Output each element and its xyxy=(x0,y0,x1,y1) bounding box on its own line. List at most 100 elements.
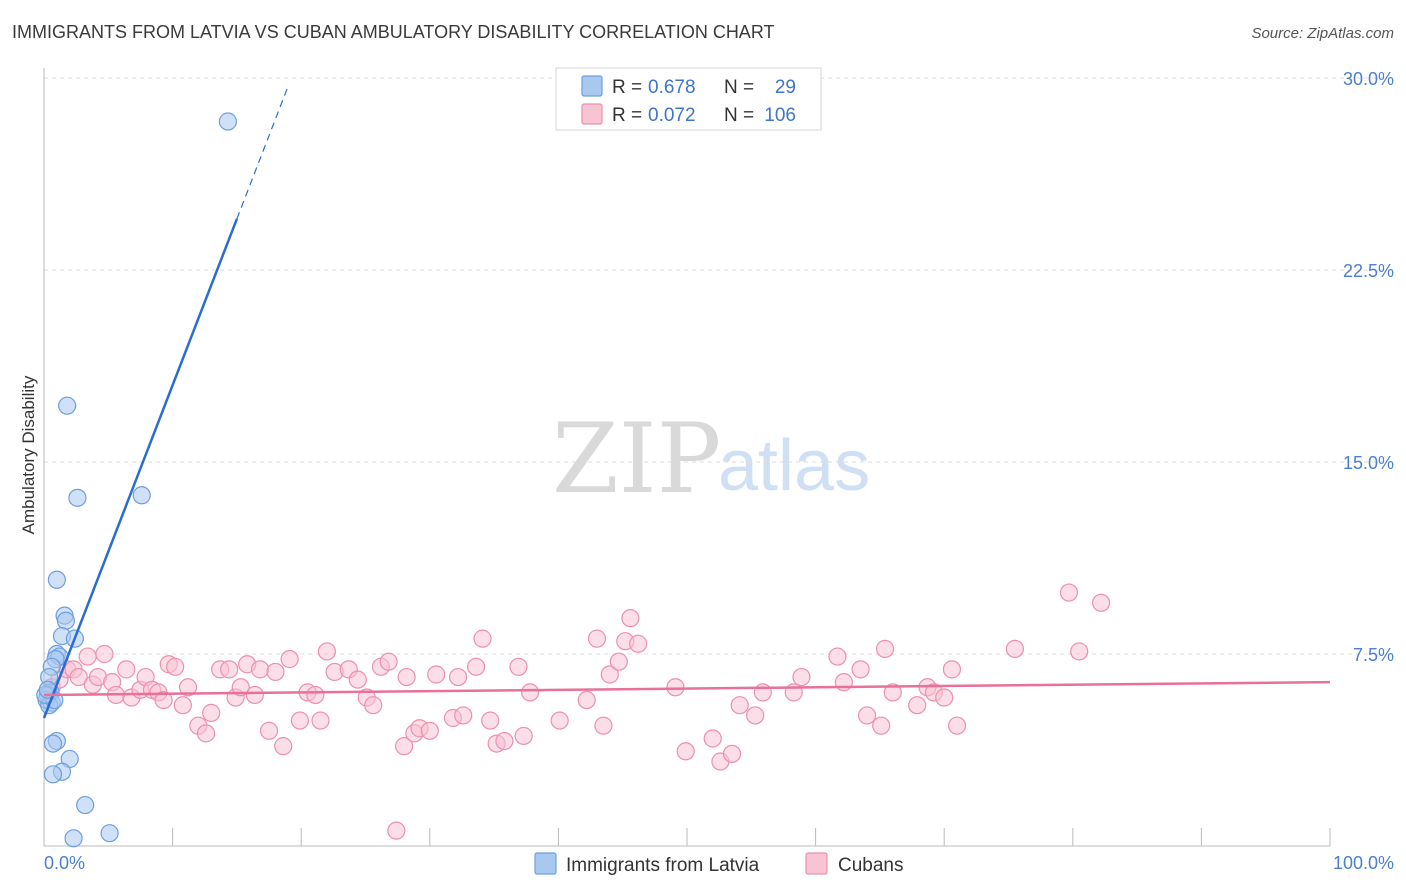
cubans-point xyxy=(722,744,742,763)
legend-n-value: 106 xyxy=(764,105,796,126)
cubans-point xyxy=(872,716,891,735)
y-tick-label: 7.5% xyxy=(1353,645,1394,665)
cubans-point xyxy=(448,667,468,687)
cubans-point xyxy=(274,737,293,756)
cubans-point xyxy=(178,678,198,697)
cubans-point xyxy=(481,711,500,730)
cubans-point xyxy=(220,660,239,679)
cubans-point xyxy=(306,685,325,705)
cubans-point xyxy=(231,678,250,697)
cubans-point xyxy=(1059,583,1079,602)
cubans-point xyxy=(495,731,514,751)
cubans-point xyxy=(473,629,492,648)
cubans-point xyxy=(196,724,216,743)
cubans-point xyxy=(703,729,722,748)
cubans-point xyxy=(1091,593,1111,612)
latvia-points xyxy=(36,112,237,848)
latvia-point xyxy=(58,396,77,415)
cubans-point xyxy=(245,685,265,705)
cubans-point xyxy=(577,690,596,710)
legend-r-label: R = xyxy=(612,105,642,126)
latvia-point xyxy=(76,795,95,815)
cubans-point xyxy=(69,667,88,687)
cubans-point xyxy=(629,634,648,653)
cubans-point xyxy=(154,690,173,710)
legend-r-label: R = xyxy=(612,77,642,98)
cubans-point xyxy=(942,660,962,679)
cubans-trend-line xyxy=(43,680,1331,697)
cubans-point xyxy=(600,665,619,684)
latvia-point xyxy=(64,829,83,848)
cubans-point xyxy=(397,667,416,687)
cubans-point xyxy=(908,696,927,715)
cubans-point xyxy=(594,716,613,735)
cubans-point xyxy=(420,721,439,740)
x-tick-label-min: 0.0% xyxy=(44,853,85,873)
cubans-point xyxy=(828,647,847,666)
cubans-point xyxy=(95,644,114,664)
cubans-point xyxy=(857,706,877,725)
grid xyxy=(44,77,1394,655)
legend-n-label: N = xyxy=(724,77,754,98)
legend-r-value: 0.678 xyxy=(648,77,696,98)
cubans-point xyxy=(311,711,330,730)
latvia-point xyxy=(56,611,75,630)
cubans-point xyxy=(317,642,337,661)
cubans-point xyxy=(1070,642,1089,661)
cubans-point xyxy=(883,683,902,702)
cubans-point xyxy=(280,650,299,669)
cubans-point xyxy=(621,609,640,628)
chart-source: Source: ZipAtlas.com xyxy=(1251,25,1394,42)
latvia-point xyxy=(100,824,119,843)
cubans-point xyxy=(117,660,136,679)
x-tick-label-max: 100.0% xyxy=(1333,853,1394,873)
cubans-point xyxy=(394,737,414,756)
series-swatch-latvia xyxy=(534,852,557,875)
chart-title: IMMIGRANTS FROM LATVIA VS CUBAN AMBULATO… xyxy=(12,22,775,42)
cubans-point xyxy=(521,683,540,702)
latvia-point xyxy=(43,734,63,753)
latvia-trend-line xyxy=(42,218,239,719)
cubans-point xyxy=(676,742,695,761)
latvia-point xyxy=(218,112,237,131)
legend-n-label: N = xyxy=(724,105,754,126)
correlation-legend: R = 0.678 N = 29 R = 0.072 N = 106 xyxy=(555,67,822,131)
series-label-cubans: Cubans xyxy=(838,855,904,876)
cubans-point xyxy=(427,665,446,684)
y-tick-labels: 7.5% 15.0% 22.5% 30.0% xyxy=(1343,69,1394,665)
cubans-point xyxy=(609,652,628,671)
legend-swatch-latvia xyxy=(581,75,603,97)
cubans-point xyxy=(792,667,811,687)
cubans-point xyxy=(509,657,528,676)
cubans-point xyxy=(364,696,383,715)
watermark-zip: ZIP xyxy=(552,403,721,515)
cubans-point xyxy=(746,706,765,725)
y-axis-label: Ambulatory Disability xyxy=(19,375,38,534)
y-tick-label: 15.0% xyxy=(1343,453,1394,473)
cubans-point xyxy=(514,726,533,746)
cubans-point xyxy=(202,703,221,722)
cubans-point xyxy=(466,657,486,676)
cubans-point xyxy=(166,657,185,676)
cubans-point xyxy=(250,660,270,679)
cubans-point xyxy=(753,683,772,702)
cubans-point xyxy=(348,670,367,689)
cubans-point xyxy=(550,711,569,730)
cubans-point xyxy=(379,652,398,671)
watermark-atlas: atlas xyxy=(718,426,870,506)
legend-swatch-cubans xyxy=(581,103,603,125)
y-tick-label: 22.5% xyxy=(1343,261,1394,281)
cubans-point xyxy=(266,662,285,682)
cubans-point xyxy=(935,688,954,707)
legend-r-value: 0.072 xyxy=(648,105,696,126)
cubans-point xyxy=(259,721,279,740)
cubans-point xyxy=(947,716,967,735)
cubans-points xyxy=(42,583,1111,840)
series-legend: Immigrants from Latvia Cubans xyxy=(534,852,904,876)
cubans-point xyxy=(851,660,870,679)
series-swatch-cubans xyxy=(805,852,828,875)
latvia-point xyxy=(68,488,87,507)
cubans-point xyxy=(454,706,473,725)
series-label-latvia: Immigrants from Latvia xyxy=(566,855,760,876)
